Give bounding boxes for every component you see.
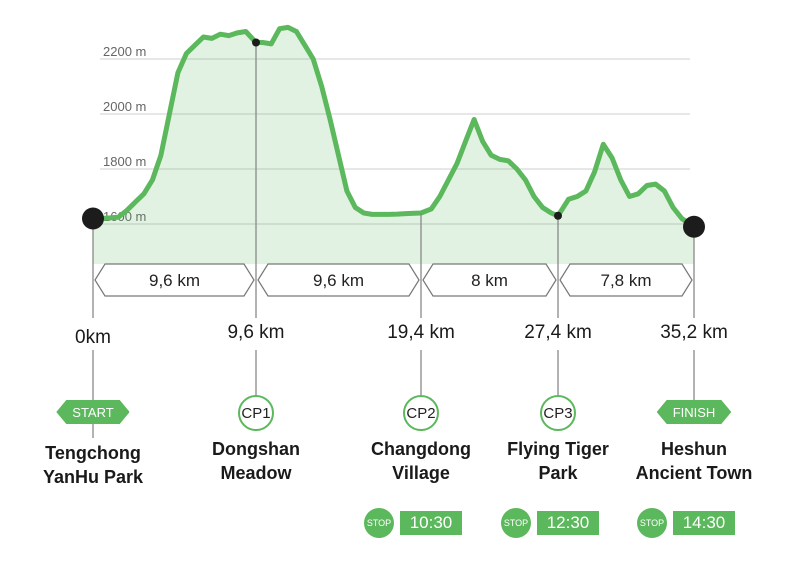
- checkpoint-marker-dot: [683, 215, 705, 238]
- start-badge: START: [56, 400, 129, 424]
- stop-badge: STOP: [364, 508, 394, 538]
- stop-badge: STOP: [637, 508, 667, 538]
- y-tick-label: 2000 m: [103, 99, 146, 114]
- checkpoint-markers: [82, 38, 705, 238]
- checkpoint-name: Changdong Village: [341, 437, 501, 485]
- checkpoint-name-line: YanHu Park: [42, 467, 144, 487]
- checkpoint-name-line: Meadow: [220, 463, 292, 483]
- checkpoint-marker-dot: [82, 207, 104, 230]
- checkpoint-distance-label: 0km: [75, 327, 111, 348]
- checkpoint-badge: CP3: [540, 395, 576, 431]
- checkpoint-name-line: Heshun: [660, 439, 727, 459]
- checkpoint-name: Heshun Ancient Town: [614, 437, 774, 485]
- y-tick-label: 1600 m: [103, 209, 146, 224]
- stop-time: 14:30: [673, 511, 735, 535]
- checkpoint-name-line: Tengchong: [45, 443, 141, 463]
- segment-arrow: [559, 263, 693, 297]
- checkpoint-name-line: Ancient Town: [635, 463, 753, 483]
- checkpoint-name-line: Village: [392, 463, 450, 483]
- finish-badge: FINISH: [657, 400, 732, 424]
- stop-time-group: STOP 14:30: [637, 508, 735, 538]
- checkpoint-name-line: Park: [538, 463, 578, 483]
- segment-bar: 9,6 km 9,6 km 8 km 7,8 km: [94, 263, 693, 297]
- checkpoint-name-line: Flying Tiger: [507, 439, 609, 459]
- checkpoint-badge: CP1: [238, 395, 274, 431]
- checkpoint-marker-dot: [252, 38, 260, 47]
- segment-distance-label: 9,6 km: [149, 271, 200, 290]
- segment-arrow: [257, 263, 420, 297]
- checkpoint-name-line: Dongshan: [212, 439, 300, 459]
- checkpoint-badge: CP2: [403, 395, 439, 431]
- segment-distance-label: 7,8 km: [600, 271, 651, 290]
- checkpoint-name: Flying Tiger Park: [478, 437, 638, 485]
- stop-time: 12:30: [537, 511, 599, 535]
- stop-time-group: STOP 10:30: [364, 508, 462, 538]
- checkpoint-distance-label: 35,2 km: [660, 322, 728, 343]
- checkpoint-lines: [92, 42, 695, 438]
- segment-arrow: [422, 263, 557, 297]
- checkpoint-distance-label: 9,6 km: [227, 322, 285, 343]
- stop-badge: STOP: [501, 508, 531, 538]
- stop-time: 10:30: [400, 511, 462, 535]
- stop-time-group: STOP 12:30: [501, 508, 599, 538]
- grid-lines: [100, 58, 690, 225]
- y-tick-label: 2200 m: [103, 44, 146, 59]
- checkpoint-distance-label: 27,4 km: [524, 322, 592, 343]
- segment-arrow: [94, 263, 255, 297]
- checkpoint-marker-dot: [554, 211, 562, 220]
- y-axis-ticks: 1600 m 1800 m 2000 m 2200 m: [103, 44, 146, 224]
- elevation-area: [93, 27, 694, 265]
- segment-distance-label: 9,6 km: [313, 271, 364, 290]
- elevation-line: [90, 24, 697, 230]
- y-tick-label: 1800 m: [103, 154, 146, 169]
- checkpoint-name: Dongshan Meadow: [176, 437, 336, 485]
- checkpoint-distance-label: 19,4 km: [387, 322, 455, 343]
- checkpoint-name-line: Changdong: [371, 439, 471, 459]
- checkpoint-name: Tengchong YanHu Park: [13, 441, 173, 489]
- segment-distance-label: 8 km: [471, 271, 508, 290]
